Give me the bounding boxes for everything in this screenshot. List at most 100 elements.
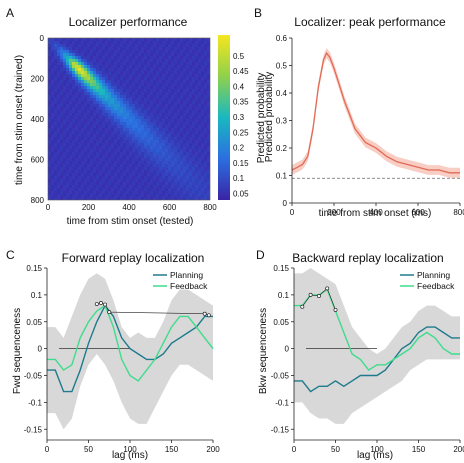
heatmap-cell bbox=[162, 125, 166, 129]
heatmap-cell bbox=[123, 98, 127, 102]
heatmap-cell bbox=[114, 104, 118, 108]
x-tick-label: 200 bbox=[206, 445, 220, 454]
heatmap-cell bbox=[72, 182, 76, 186]
heatmap-cell bbox=[147, 140, 151, 144]
heatmap-cell bbox=[165, 161, 169, 165]
heatmap-cell bbox=[105, 98, 109, 102]
heatmap-cell bbox=[66, 89, 70, 93]
heatmap-cell bbox=[78, 185, 82, 189]
heatmap-cell bbox=[132, 83, 136, 87]
heatmap-cell bbox=[186, 113, 190, 117]
heatmap-cell bbox=[78, 47, 82, 51]
heatmap-cell bbox=[111, 179, 115, 183]
heatmap-cell bbox=[69, 119, 73, 123]
heatmap-cell bbox=[114, 173, 118, 177]
heatmap-cell bbox=[81, 107, 85, 111]
heatmap-cell bbox=[123, 188, 127, 192]
heatmap-cell bbox=[159, 119, 163, 123]
heatmap-cell bbox=[66, 146, 70, 150]
heatmap-cell bbox=[153, 107, 157, 111]
heatmap-cell bbox=[180, 68, 184, 72]
heatmap-cell bbox=[75, 119, 79, 123]
heatmap-cell bbox=[171, 182, 175, 186]
heatmap-cell bbox=[171, 65, 175, 69]
heatmap-cell bbox=[195, 134, 199, 138]
heatmap-cell bbox=[183, 173, 187, 177]
heatmap-cell bbox=[117, 125, 121, 129]
heatmap-cell bbox=[69, 158, 73, 162]
heatmap-cell bbox=[171, 38, 175, 42]
heatmap-cell bbox=[171, 131, 175, 135]
heatmap-cell bbox=[198, 191, 202, 195]
heatmap-cell bbox=[138, 92, 142, 96]
heatmap-cell bbox=[57, 152, 61, 156]
heatmap-cell bbox=[201, 62, 205, 66]
heatmap-cell bbox=[174, 197, 178, 200]
heatmap-cell bbox=[147, 134, 151, 138]
heatmap-cell bbox=[195, 95, 199, 99]
heatmap-cell bbox=[198, 143, 202, 147]
heatmap-cell bbox=[63, 158, 67, 162]
heatmap-cell bbox=[90, 128, 94, 132]
heatmap-cell bbox=[204, 191, 208, 195]
heatmap-cell bbox=[75, 131, 79, 135]
heatmap-cell bbox=[75, 68, 79, 72]
heatmap-cell bbox=[96, 188, 100, 192]
heatmap-cell bbox=[108, 197, 112, 200]
heatmap-cell bbox=[69, 197, 73, 200]
heatmap-cell bbox=[144, 125, 148, 129]
heatmap-cell bbox=[141, 182, 145, 186]
heatmap-cell bbox=[207, 152, 210, 156]
heatmap-cell bbox=[54, 197, 58, 200]
heatmap-cell bbox=[129, 146, 133, 150]
heatmap-cell bbox=[162, 149, 166, 153]
heatmap-cell bbox=[57, 110, 61, 114]
heatmap-cell bbox=[78, 164, 82, 168]
heatmap-cell bbox=[192, 80, 196, 84]
heatmap-cell bbox=[195, 110, 199, 114]
heatmap-cell bbox=[123, 95, 127, 99]
heatmap-cell bbox=[186, 107, 190, 111]
heatmap-cell bbox=[57, 131, 61, 135]
heatmap-cell bbox=[129, 50, 133, 54]
heatmap-cell bbox=[153, 86, 157, 90]
heatmap-cell bbox=[147, 104, 151, 108]
heatmap-cell bbox=[183, 65, 187, 69]
heatmap-cell bbox=[192, 71, 196, 75]
heatmap-cell bbox=[159, 140, 163, 144]
heatmap-cell bbox=[168, 89, 172, 93]
heatmap-cell bbox=[114, 38, 118, 42]
heatmap-cell bbox=[66, 65, 70, 69]
heatmap-cell bbox=[201, 170, 205, 174]
heatmap-cell bbox=[171, 197, 175, 200]
heatmap-cell bbox=[171, 146, 175, 150]
heatmap-cell bbox=[150, 182, 154, 186]
panel-letter-a: A bbox=[6, 6, 14, 20]
heatmap-cell bbox=[120, 173, 124, 177]
heatmap-cell bbox=[87, 188, 91, 192]
heatmap-cell bbox=[72, 89, 76, 93]
heatmap-cell bbox=[180, 98, 184, 102]
heatmap-cell bbox=[117, 92, 121, 96]
heatmap-cell bbox=[51, 47, 55, 51]
heatmap-cell bbox=[111, 83, 115, 87]
heatmap-cell bbox=[60, 182, 64, 186]
heatmap-cell bbox=[201, 71, 205, 75]
heatmap-cell bbox=[198, 41, 202, 45]
panel-letter-d: D bbox=[256, 248, 265, 262]
heatmap-cell bbox=[123, 131, 127, 135]
heatmap-cell bbox=[129, 167, 133, 171]
heatmap-cell bbox=[204, 65, 208, 69]
heatmap-cell bbox=[207, 149, 210, 153]
heatmap-cell bbox=[207, 161, 210, 165]
heatmap-cell bbox=[147, 155, 151, 159]
heatmap-cell bbox=[114, 188, 118, 192]
heatmap-cell bbox=[189, 119, 193, 123]
heatmap-cell bbox=[174, 47, 178, 51]
heatmap-cell bbox=[138, 191, 142, 195]
heatmap-cell bbox=[147, 137, 151, 141]
heatmap-cell bbox=[81, 131, 85, 135]
heatmap-cell bbox=[162, 137, 166, 141]
heatmap-cell bbox=[183, 56, 187, 60]
heatmap-cell bbox=[48, 80, 52, 84]
